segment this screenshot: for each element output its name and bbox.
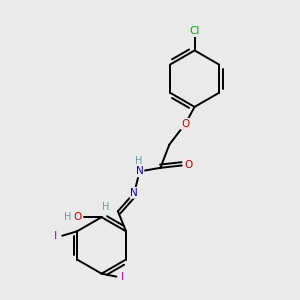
Text: O: O [181, 119, 189, 129]
Text: H: H [64, 212, 71, 222]
Text: I: I [121, 272, 124, 282]
Text: H: H [135, 156, 143, 166]
Text: I: I [54, 231, 57, 241]
Text: N: N [130, 188, 138, 198]
Text: O: O [184, 160, 193, 170]
Text: Cl: Cl [189, 26, 200, 36]
Text: H: H [102, 202, 110, 212]
Text: O: O [73, 212, 81, 222]
Text: N: N [136, 167, 143, 176]
